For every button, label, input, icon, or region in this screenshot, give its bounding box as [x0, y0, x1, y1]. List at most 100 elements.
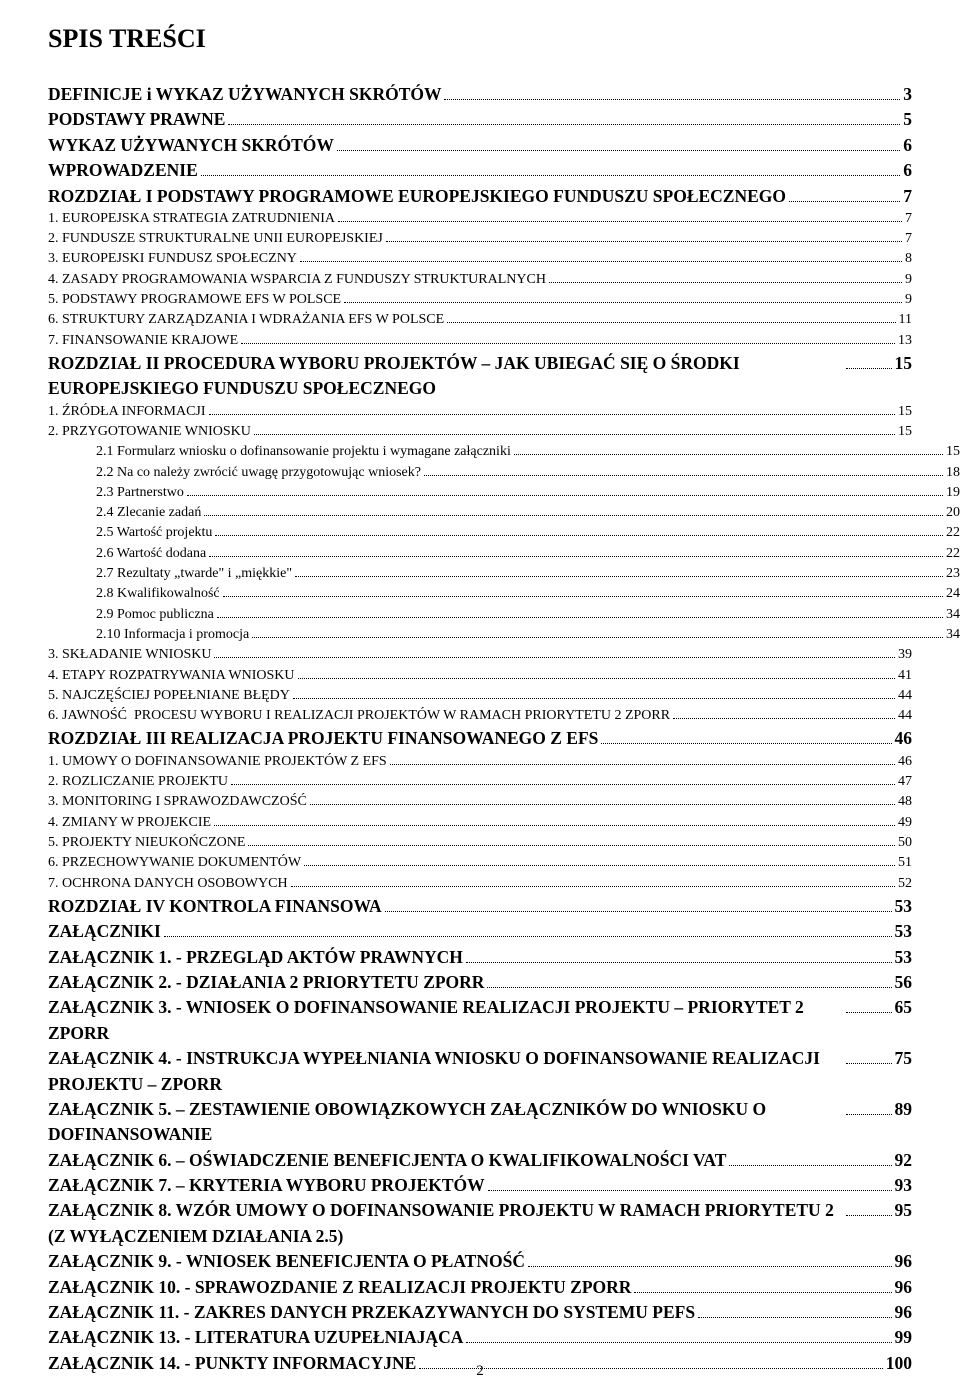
toc-entry-label: 2. PRZYGOTOWANIE WNIOSKU [48, 422, 251, 442]
toc-dots [385, 897, 892, 912]
toc-entry-page: 15 [895, 351, 913, 376]
toc-entry-page: 24 [946, 584, 960, 604]
toc-entry-page: 20 [946, 503, 960, 523]
toc-entry-page: 93 [895, 1173, 913, 1198]
toc-entry-label: 5. PROJEKTY NIEUKOŃCZONE [48, 833, 245, 853]
toc-entry: 2.9 Pomoc publiczna34 [96, 605, 960, 625]
toc-entry-page: 99 [895, 1325, 913, 1350]
toc-dots [214, 646, 895, 658]
toc-dots [310, 793, 895, 805]
toc-entry-label: 6. JAWNOŚĆ PROCESU WYBORU I REALIZACJI P… [48, 706, 670, 726]
toc-entry-page: 96 [895, 1249, 913, 1274]
toc-dots [789, 187, 900, 202]
toc-dots [390, 753, 895, 765]
toc-entry: ZAŁĄCZNIK 4. - INSTRUKCJA WYPEŁNIANIA WN… [48, 1046, 912, 1097]
toc-entry: 6. JAWNOŚĆ PROCESU WYBORU I REALIZACJI P… [48, 706, 912, 726]
toc-entry-page: 19 [946, 483, 960, 503]
toc-entry: ROZDZIAŁ II PROCEDURA WYBORU PROJEKTÓW –… [48, 351, 912, 402]
toc-dots [447, 311, 895, 323]
toc-dots [223, 585, 943, 597]
toc-entry-page: 53 [895, 919, 913, 944]
toc-entry-label: 5. PODSTAWY PROGRAMOWE EFS W POLSCE [48, 290, 341, 310]
toc-entry: ZAŁĄCZNIK 7. – KRYTERIA WYBORU PROJEKTÓW… [48, 1173, 912, 1198]
toc-entry-label: ZAŁĄCZNIK 3. - WNIOSEK O DOFINANSOWANIE … [48, 995, 843, 1046]
toc-entry-page: 48 [898, 792, 912, 812]
toc-entry: ZAŁĄCZNIK 1. - PRZEGLĄD AKTÓW PRAWNYCH53 [48, 945, 912, 970]
toc-entry: 2.7 Rezultaty „twarde" i „miękkie"23 [96, 564, 960, 584]
toc-entry: ZAŁĄCZNIK 13. - LITERATURA UZUPEŁNIAJĄCA… [48, 1325, 912, 1350]
toc-dots [209, 403, 895, 415]
toc-entry: ZAŁĄCZNIK 10. - SPRAWOZDANIE Z REALIZACJ… [48, 1275, 912, 1300]
toc-entry: WYKAZ UŻYWANYCH SKRÓTÓW6 [48, 133, 912, 158]
toc-dots [846, 1100, 892, 1115]
toc-entry-label: ROZDZIAŁ II PROCEDURA WYBORU PROJEKTÓW –… [48, 351, 843, 402]
toc-entry-label: PODSTAWY PRAWNE [48, 107, 225, 132]
toc-entry-page: 23 [946, 564, 960, 584]
toc-entry-page: 34 [946, 605, 960, 625]
toc-entry-label: ZAŁĄCZNIK 10. - SPRAWOZDANIE Z REALIZACJ… [48, 1275, 631, 1300]
toc-dots [488, 1176, 892, 1191]
toc-entry-page: 9 [905, 270, 912, 290]
toc-dots [487, 973, 891, 988]
toc-entry-label: ZAŁĄCZNIK 5. – ZESTAWIENIE OBOWIĄZKOWYCH… [48, 1097, 843, 1148]
toc-dots [444, 85, 900, 100]
toc-dots [228, 110, 900, 125]
toc-entry-label: 2.3 Partnerstwo [96, 483, 184, 503]
toc-entry: 1. ŹRÓDŁA INFORMACJI15 [48, 402, 912, 422]
toc-entry-page: 15 [946, 442, 960, 462]
toc-entry-page: 18 [946, 463, 960, 483]
toc-dots [846, 354, 892, 369]
toc-entry-page: 92 [895, 1148, 913, 1173]
toc-entry: 3. EUROPEJSKI FUNDUSZ SPOŁECZNY8 [48, 249, 912, 269]
toc-entry-label: ROZDZIAŁ I PODSTAWY PROGRAMOWE EUROPEJSK… [48, 184, 786, 209]
toc-entry: 3. MONITORING I SPRAWOZDAWCZOŚĆ48 [48, 792, 912, 812]
toc-entry-label: 7. FINANSOWANIE KRAJOWE [48, 331, 238, 351]
toc-entry-page: 44 [898, 686, 912, 706]
toc-entry-label: WYKAZ UŻYWANYCH SKRÓTÓW [48, 133, 334, 158]
toc-dots [164, 922, 892, 937]
toc-dots [254, 423, 895, 435]
toc-dots [846, 1201, 892, 1216]
toc-entry: ROZDZIAŁ IV KONTROLA FINANSOWA53 [48, 894, 912, 919]
toc-entry: 1. EUROPEJSKA STRATEGIA ZATRUDNIENIA7 [48, 209, 912, 229]
toc-entry: ZAŁĄCZNIK 9. - WNIOSEK BENEFICJENTA O PŁ… [48, 1249, 912, 1274]
toc-entry-label: 1. UMOWY O DOFINANSOWANIE PROJEKTÓW Z EF… [48, 752, 387, 772]
toc-entry-label: 4. ZMIANY W PROJEKCIE [48, 813, 211, 833]
toc-entry: ZAŁĄCZNIKI53 [48, 919, 912, 944]
toc-entry-page: 49 [898, 813, 912, 833]
toc-entry-label: ZAŁĄCZNIK 9. - WNIOSEK BENEFICJENTA O PŁ… [48, 1249, 525, 1274]
toc-dots [252, 626, 943, 638]
toc-entry: 7. FINANSOWANIE KRAJOWE13 [48, 331, 912, 351]
toc-entry-page: 95 [895, 1198, 913, 1223]
toc-entry: 4. ZMIANY W PROJEKCIE 49 [48, 813, 912, 833]
toc-entry: 2.1 Formularz wniosku o dofinansowanie p… [96, 442, 960, 462]
toc-dots [601, 729, 891, 744]
toc-entry-label: 2.1 Formularz wniosku o dofinansowanie p… [96, 442, 511, 462]
toc-entry-page: 47 [898, 772, 912, 792]
toc-entry-label: 7. OCHRONA DANYCH OSOBOWYCH [48, 874, 288, 894]
toc-entry-label: 2.6 Wartość dodana [96, 544, 206, 564]
toc-entry-page: 56 [895, 970, 913, 995]
toc-entry: PODSTAWY PRAWNE5 [48, 107, 912, 132]
toc-entry-label: 1. ŹRÓDŁA INFORMACJI [48, 402, 206, 422]
toc-entry: 1. UMOWY O DOFINANSOWANIE PROJEKTÓW Z EF… [48, 752, 912, 772]
toc-entry-label: ZAŁĄCZNIK 13. - LITERATURA UZUPEŁNIAJĄCA [48, 1325, 463, 1350]
toc-entry: 6. PRZECHOWYWANIE DOKUMENTÓW51 [48, 853, 912, 873]
toc-dots [215, 524, 943, 536]
toc-entry: ROZDZIAŁ I PODSTAWY PROGRAMOWE EUROPEJSK… [48, 184, 912, 209]
toc-entry-label: 6. PRZECHOWYWANIE DOKUMENTÓW [48, 853, 301, 873]
toc-entry: 2.5 Wartość projektu22 [96, 523, 960, 543]
toc-dots [424, 463, 943, 475]
toc-entry-label: ZAŁĄCZNIK 1. - PRZEGLĄD AKTÓW PRAWNYCH [48, 945, 463, 970]
toc-entry-page: 89 [895, 1097, 913, 1122]
toc-entry-label: 2. ROZLICZANIE PROJEKTU [48, 772, 228, 792]
toc-dots [300, 250, 902, 262]
toc-dots [673, 707, 895, 719]
toc-entry-page: 7 [903, 184, 912, 209]
toc-dots [248, 834, 895, 846]
toc-entry: ZAŁĄCZNIK 3. - WNIOSEK O DOFINANSOWANIE … [48, 995, 912, 1046]
toc-entry-label: ZAŁĄCZNIK 2. - DZIAŁANIA 2 PRIORYTETU ZP… [48, 970, 484, 995]
toc-entry-label: 3. EUROPEJSKI FUNDUSZ SPOŁECZNY [48, 249, 297, 269]
toc-entry-label: 2. FUNDUSZE STRUKTURALNE UNII EUROPEJSKI… [48, 229, 383, 249]
toc-entry: 4. ETAPY ROZPATRYWANIA WNIOSKU41 [48, 666, 912, 686]
